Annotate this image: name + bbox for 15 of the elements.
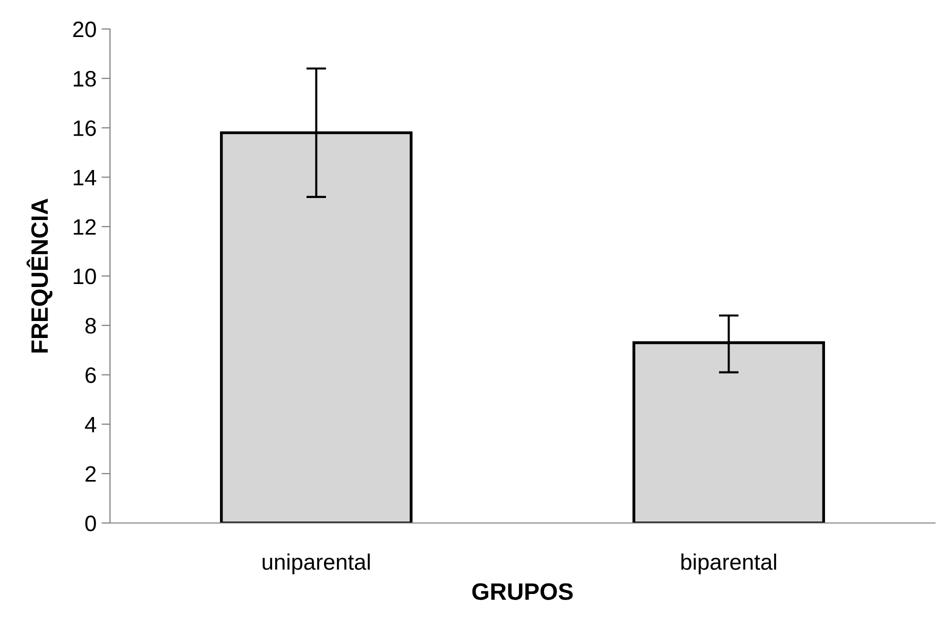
y-tick-label: 10 <box>74 268 96 284</box>
y-tick-label: 2 <box>86 466 96 482</box>
y-tick-label: 18 <box>74 70 96 87</box>
x-tick-label: uniparental <box>262 554 370 574</box>
x-axis-title: GRUPOS <box>472 583 573 600</box>
y-tick-label: 12 <box>74 219 96 235</box>
y-tick-label: 14 <box>74 170 96 186</box>
y-tick-label: 6 <box>86 367 96 384</box>
y-tick-label: 20 <box>73 22 96 38</box>
y-tick-label: 4 <box>84 416 96 432</box>
x-tick-label: biparental <box>681 554 776 574</box>
y-tick-label: 0 <box>85 516 96 532</box>
y-tick-label: 16 <box>74 120 96 136</box>
y-tick-label: 8 <box>85 318 96 334</box>
y-axis-title: FREQUÊNCIA <box>26 198 52 352</box>
